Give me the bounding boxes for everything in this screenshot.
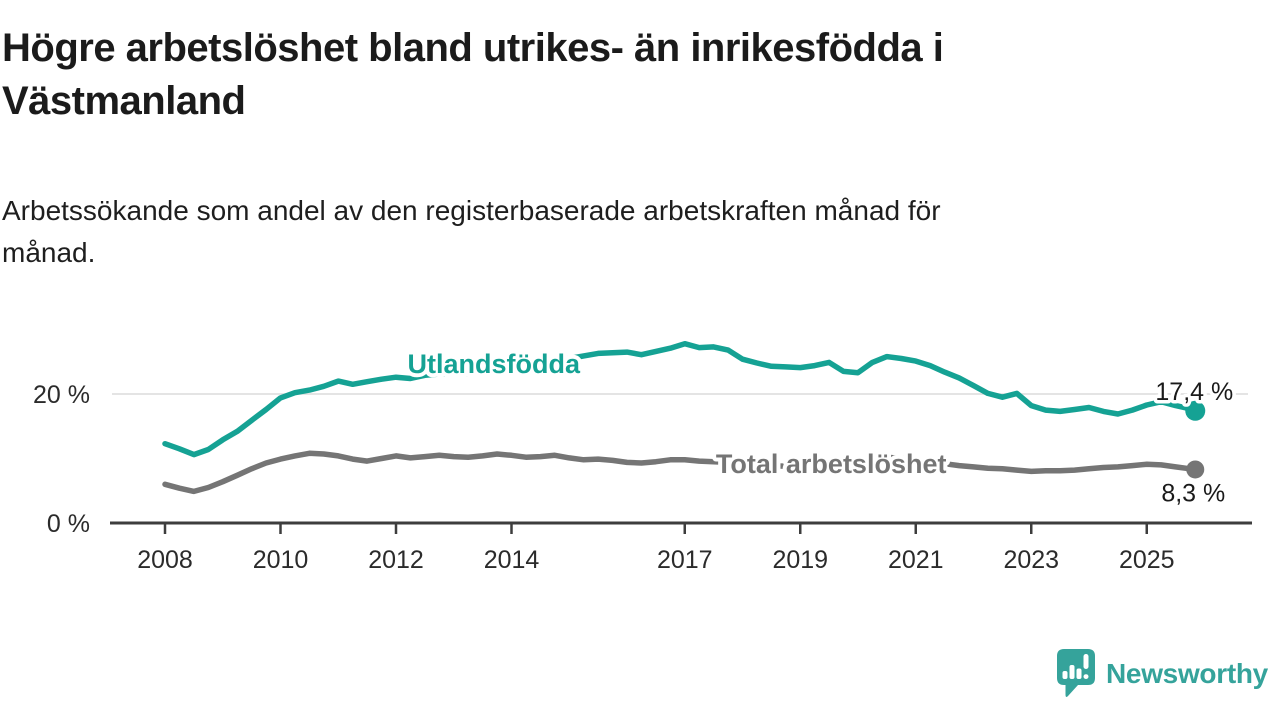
page-title: Högre arbetslöshet bland utrikes- än inr… [2,26,944,123]
newsworthy-logo-icon [1057,649,1095,697]
x-axis-tick-label: 2012 [368,546,424,574]
bar-chart-bar-3 [1076,668,1082,679]
x-axis-tick-label: 2021 [888,546,944,574]
bar-chart-bar-2 [1069,665,1075,679]
x-axis-tick-label: 2019 [772,546,828,574]
x-axis-tick-label: 2010 [253,546,309,574]
series-end-dot [1185,400,1206,421]
exclamation-bar [1083,654,1089,669]
newsworthy-logo: Newsworthy [1056,648,1268,700]
chart-description: Arbetssökande som andel av den registerb… [2,195,941,268]
x-axis-tick-label: 2017 [657,546,713,574]
series-inline-label: Utlandsfödda [408,349,581,379]
x-axis-tick-label: 2014 [484,546,540,574]
x-axis-tick-label: 2025 [1119,546,1175,574]
series-end-value-label: 17,4 % [1155,378,1233,406]
chart-canvas: 0 % 20 % 2008 2010 2012 2014 2017 2019 2021 2023 2… [33,340,1252,574]
bar-chart-bar-1 [1062,671,1068,679]
series-line [162,340,1199,458]
series-end-dot [1186,460,1205,479]
x-axis-tick-label: 2023 [1003,546,1059,574]
series-inline-label: Total arbetslöshet [716,449,947,479]
y-axis-tick-label: 20 % [33,381,90,409]
y-axis-tick-label: 0 % [47,510,90,538]
exclamation-dot [1083,674,1089,679]
newsworthy-logo-text: Newsworthy [1106,658,1268,689]
series-line [162,450,1199,495]
series-end-value-label: 8,3 % [1161,479,1225,507]
chart-area: 0 % 20 % 2008 2010 2012 2014 2017 2019 2021 2023 2… [0,300,1280,600]
x-axis-tick-label: 2008 [137,546,193,574]
